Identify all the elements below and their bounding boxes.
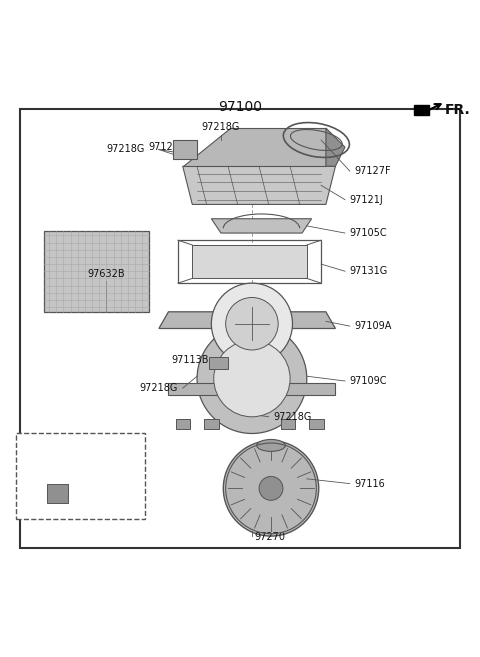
Text: 97125F: 97125F xyxy=(148,142,185,152)
Text: 97176E: 97176E xyxy=(48,474,79,484)
Text: 97632B: 97632B xyxy=(87,269,125,279)
Text: 97131G: 97131G xyxy=(350,266,388,276)
Text: 97113B: 97113B xyxy=(171,355,209,365)
Bar xyxy=(44,231,149,312)
Circle shape xyxy=(259,476,283,500)
Bar xyxy=(204,419,218,429)
Bar xyxy=(168,384,336,396)
Text: FR.: FR. xyxy=(445,103,471,117)
Circle shape xyxy=(211,283,292,364)
Text: 97116: 97116 xyxy=(355,478,385,489)
Bar xyxy=(16,434,144,520)
Text: (W/FULL AUTO
A/CON): (W/FULL AUTO A/CON) xyxy=(48,445,113,466)
Bar xyxy=(192,245,307,279)
Text: 97218G: 97218G xyxy=(274,412,312,422)
Text: 97218G: 97218G xyxy=(140,383,178,393)
Circle shape xyxy=(223,441,319,536)
Text: 97121J: 97121J xyxy=(350,194,384,204)
Text: 97218G: 97218G xyxy=(106,144,144,154)
Bar xyxy=(281,419,295,429)
Text: 97100: 97100 xyxy=(218,100,262,114)
Polygon shape xyxy=(159,312,336,328)
Bar xyxy=(309,419,324,429)
Polygon shape xyxy=(414,105,429,115)
Text: 97109A: 97109A xyxy=(355,321,392,331)
Bar xyxy=(47,484,68,503)
Polygon shape xyxy=(211,219,312,233)
Bar xyxy=(173,140,197,159)
Polygon shape xyxy=(183,166,336,204)
Polygon shape xyxy=(326,128,345,166)
Text: 97270: 97270 xyxy=(254,532,285,542)
Bar xyxy=(178,240,321,283)
Polygon shape xyxy=(183,128,326,166)
Ellipse shape xyxy=(257,440,285,451)
Circle shape xyxy=(226,298,278,350)
Text: 97218G: 97218G xyxy=(202,122,240,132)
Text: 97109C: 97109C xyxy=(350,376,387,386)
Bar xyxy=(176,419,190,429)
Circle shape xyxy=(214,340,290,417)
Bar xyxy=(209,357,228,369)
Circle shape xyxy=(197,324,307,434)
Text: 97127F: 97127F xyxy=(355,166,391,176)
Text: 97105C: 97105C xyxy=(350,228,387,238)
